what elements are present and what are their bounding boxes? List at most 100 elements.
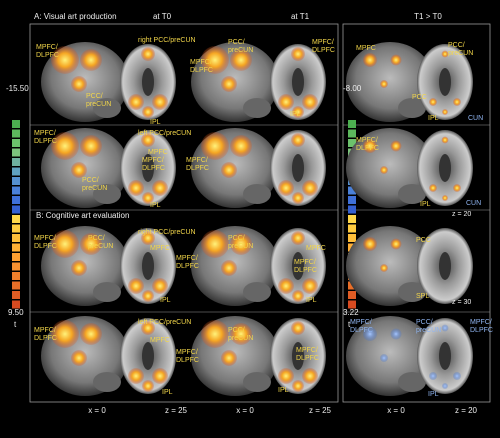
colorbar-swatch xyxy=(12,262,20,271)
activation xyxy=(128,94,144,110)
cerebellum xyxy=(93,184,121,204)
annotation: PCC xyxy=(416,237,431,244)
annotation: MPFC xyxy=(150,337,170,344)
activation xyxy=(302,368,318,384)
colorbar-swatch xyxy=(348,186,356,195)
annotation-line: PCC xyxy=(416,237,431,244)
cerebellum xyxy=(398,282,426,302)
coordinate-label: z = 25 xyxy=(309,406,332,415)
colorbar-swatch xyxy=(12,215,20,223)
annotation-line: MPFC/ xyxy=(34,235,56,242)
annotation: IPL xyxy=(278,387,289,394)
annotation: z = 30 xyxy=(452,299,471,306)
annotation: MPFC/DLPFC xyxy=(470,319,493,334)
annotation-line: preCUN xyxy=(228,335,253,342)
activation xyxy=(291,47,305,61)
colorbar-swatch xyxy=(12,148,20,157)
annotation: MPFC/DLPFC xyxy=(34,327,57,342)
annotation-line: MPFC/ xyxy=(34,327,56,334)
annotation: right PCC/preCUN xyxy=(138,229,196,236)
activation xyxy=(80,49,102,71)
activation xyxy=(363,139,377,153)
colorbar-min: -8.00 xyxy=(343,84,362,93)
annotation: PCC/preCUN xyxy=(228,235,253,250)
annotation: IPL xyxy=(290,111,301,118)
colorbar-swatch xyxy=(12,281,20,290)
activation xyxy=(201,132,229,160)
activation xyxy=(80,135,102,157)
coordinate-label: x = 0 xyxy=(387,406,405,415)
colorbar-swatch xyxy=(12,177,20,185)
annotation-line: DLPFC xyxy=(190,67,213,74)
annotation-line: preCUN xyxy=(86,101,111,108)
annotation-line: MPFC xyxy=(150,245,170,252)
activation xyxy=(380,354,388,362)
activation xyxy=(390,54,402,66)
annotation-line: IPL xyxy=(150,119,161,126)
activation xyxy=(278,180,294,196)
annotation: MPFC/DLPFC xyxy=(296,347,319,362)
annotation-line: z = 30 xyxy=(452,299,471,306)
coordinate-label: z = 25 xyxy=(165,406,188,415)
ventricle xyxy=(142,154,154,182)
annotation: PCC/preCUN xyxy=(416,319,441,334)
activation xyxy=(80,233,102,255)
annotation: left PCC/preCUN xyxy=(138,130,191,137)
activation xyxy=(80,323,102,345)
activation xyxy=(128,368,144,384)
annotation: MPFC/DLPFC xyxy=(190,59,213,74)
cerebellum xyxy=(243,98,271,118)
colorbar-swatch xyxy=(12,129,20,138)
activation xyxy=(71,350,87,366)
activation xyxy=(51,320,79,348)
activation xyxy=(201,46,229,74)
cerebellum xyxy=(93,282,121,302)
colorbar-swatch xyxy=(348,196,356,204)
frame-left xyxy=(29,23,339,403)
colorbar-swatch xyxy=(348,120,356,128)
colorbar-swatch xyxy=(348,139,356,147)
annotation: PCC/preCUN xyxy=(448,42,473,57)
annotation: MPFC/DLPFC xyxy=(176,349,199,364)
activation xyxy=(142,192,154,204)
annotation-line: MPFC/ xyxy=(34,130,56,137)
activation xyxy=(71,76,87,92)
activation xyxy=(278,278,294,294)
annotation-line: preCUN xyxy=(88,243,113,250)
ventricle xyxy=(292,154,304,182)
activation xyxy=(291,133,305,147)
annotation: IPL xyxy=(428,391,439,398)
frame-right xyxy=(342,23,491,403)
annotation: MPFC xyxy=(148,149,168,156)
annotation: MPFC/DLPFC xyxy=(294,259,317,274)
annotation-line: z = 20 xyxy=(452,211,471,218)
activation xyxy=(363,237,377,251)
activation xyxy=(363,327,377,341)
annotation-line: MPFC/ xyxy=(312,39,334,46)
activation xyxy=(292,192,304,204)
activation xyxy=(142,290,154,302)
coordinate-label: z = 20 xyxy=(455,406,478,415)
annotation-line: DLPFC xyxy=(36,52,59,59)
annotation-line: DLPFC xyxy=(34,335,57,342)
annotation-line: IPL xyxy=(420,201,431,208)
activation xyxy=(201,230,229,258)
colorbar-swatch xyxy=(12,158,20,166)
colorbar-min: -15.50 xyxy=(6,84,29,93)
annotation: CUN xyxy=(466,200,481,207)
annotation-line: IPL xyxy=(306,297,317,304)
colorbar-swatch xyxy=(348,129,356,138)
annotation-line: left PCC/preCUN xyxy=(138,130,191,137)
activation xyxy=(142,380,154,392)
annotation-line: PCC/ xyxy=(448,42,465,49)
activation xyxy=(51,230,79,258)
activation xyxy=(51,46,79,74)
annotation-line: MPFC/ xyxy=(294,259,316,266)
annotation-line: MPFC/ xyxy=(296,347,318,354)
colorbar-swatch xyxy=(348,234,356,242)
annotation: PCC/preCUN xyxy=(82,177,107,192)
annotation-line: IPL xyxy=(428,115,439,122)
annotation-line: PCC/ xyxy=(86,93,103,100)
annotation-line: IPL xyxy=(162,389,173,396)
activation xyxy=(71,260,87,276)
